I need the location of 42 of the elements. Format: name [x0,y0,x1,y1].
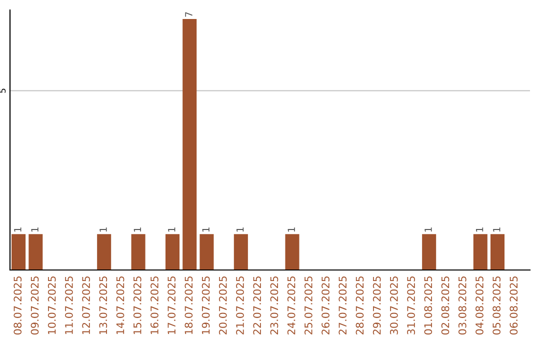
x-tick-label: 23.07.2025 [270,276,278,334]
x-tick-label: 18.07.2025 [184,276,193,334]
x-tick-label: 26.07.2025 [322,276,330,334]
data-label: 1 [31,227,38,232]
data-label: 1 [202,227,210,232]
x-tick-label: 02.08.2025 [441,276,450,335]
data-label: 1 [14,227,22,232]
data-label: 1 [424,227,432,232]
x-tick-label: 22.07.2025 [253,276,262,334]
x-tick-label: 25.07.2025 [304,276,312,334]
x-tick-label: 14.07.2025 [116,276,124,334]
x-tick-label: 28.07.2025 [356,276,364,334]
x-tick-label: 19.07.2025 [202,276,210,334]
x-tick-label: 11.07.2025 [65,276,73,334]
data-label: 1 [236,227,244,232]
data-label: 1 [168,227,176,232]
data-label: 1 [100,227,107,232]
data-label: 1 [288,227,295,232]
x-tick-label: 13.07.2025 [99,276,108,334]
x-tick-label: 05.08.2025 [492,276,501,335]
x-tick-label: 17.07.2025 [168,276,176,334]
x-tick-label: 12.07.2025 [82,276,90,334]
x-tick-label: 03.08.2025 [458,276,466,335]
x-tick-label: 06.08.2025 [510,276,518,335]
x-tick-label: 29.07.2025 [372,276,381,334]
x-tick-label: 15.07.2025 [133,276,142,334]
x-tick-label: 16.07.2025 [150,276,158,334]
x-tick-label: 27.07.2025 [338,276,347,334]
x-tick-label: 31.07.2025 [407,276,415,334]
x-tick-label: 01.08.2025 [424,276,432,335]
data-label: 1 [493,227,500,232]
data-label: 1 [134,227,141,232]
x-tick-label: 10.07.2025 [48,276,56,334]
x-tick-label: 30.07.2025 [390,276,398,334]
data-label: 7 [185,12,192,17]
x-tick-label: 08.07.2025 [14,276,22,335]
x-tick-label: 24.07.2025 [287,276,296,334]
x-tick-label: 20.07.2025 [218,276,227,334]
x-tick-label: 04.08.2025 [476,276,484,335]
x-tick-label: 09.07.2025 [30,276,39,335]
data-label: 1 [476,227,484,232]
x-tick-label: 21.07.2025 [236,276,244,334]
